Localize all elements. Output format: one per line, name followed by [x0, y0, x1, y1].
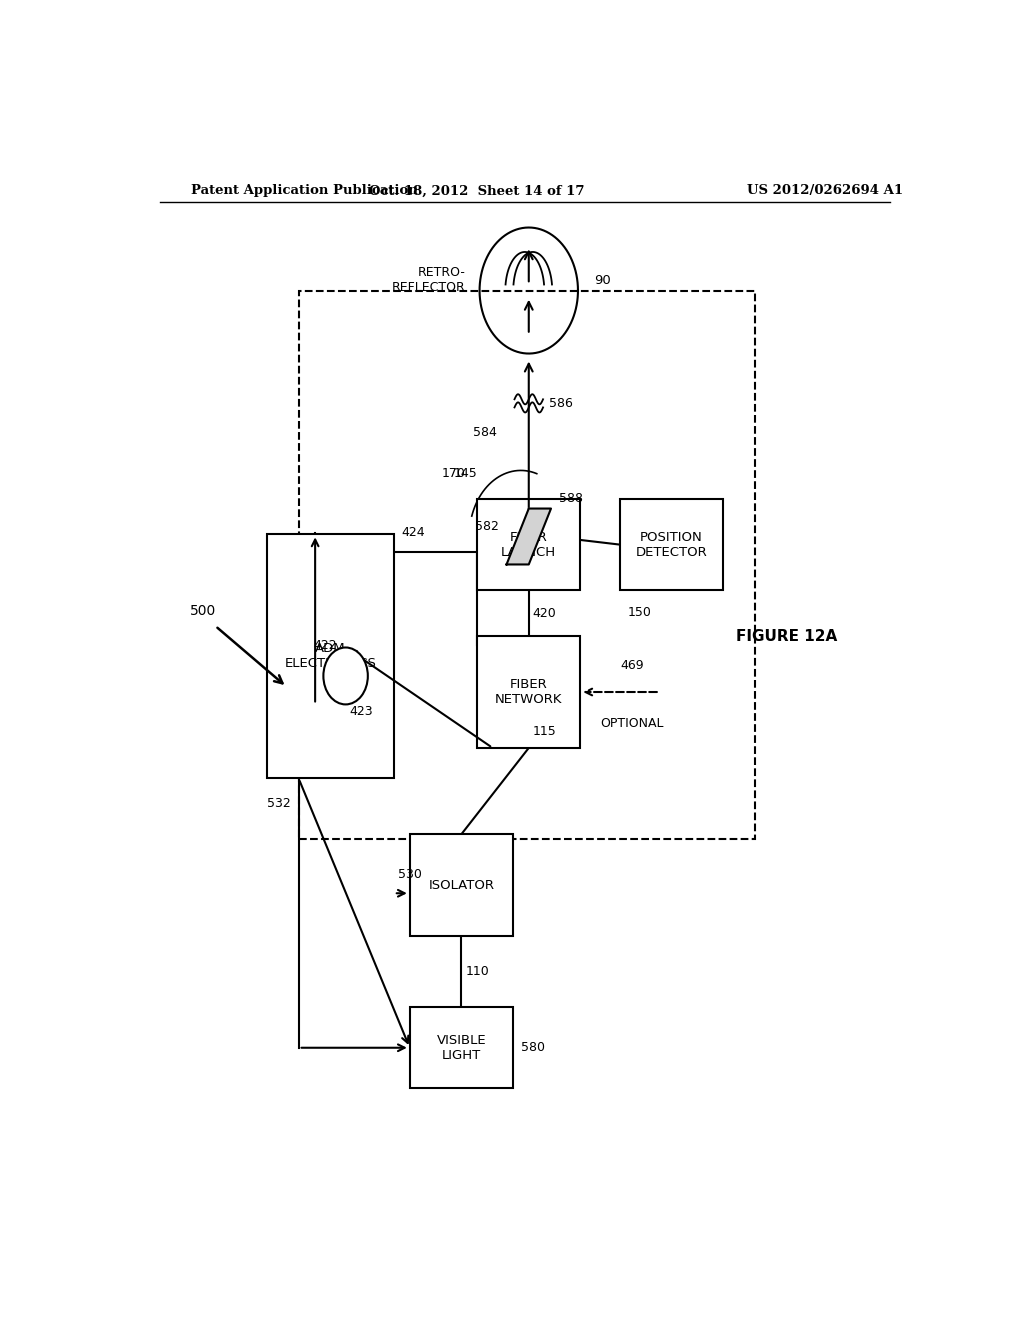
Text: 420: 420 — [532, 607, 556, 619]
Text: FIGURE 12A: FIGURE 12A — [736, 628, 838, 644]
Text: 586: 586 — [549, 397, 572, 409]
Circle shape — [324, 648, 368, 705]
Bar — [410, 1007, 513, 1089]
Text: 90: 90 — [594, 273, 610, 286]
Text: OPTIONAL: OPTIONAL — [600, 718, 664, 730]
Text: 584: 584 — [473, 426, 497, 438]
Polygon shape — [507, 508, 551, 565]
Text: Patent Application Publication: Patent Application Publication — [191, 185, 418, 198]
Bar — [477, 499, 581, 590]
Text: RETRO-
REFLECTOR: RETRO- REFLECTOR — [391, 267, 465, 294]
Text: POSITION
DETECTOR: POSITION DETECTOR — [636, 531, 708, 558]
Text: 170: 170 — [441, 467, 465, 480]
Text: 580: 580 — [521, 1041, 545, 1055]
Text: 424: 424 — [401, 527, 425, 540]
Text: 422: 422 — [314, 639, 338, 652]
Bar — [267, 535, 394, 779]
Text: FIBER
LAUNCH: FIBER LAUNCH — [501, 531, 556, 558]
Text: 145: 145 — [454, 467, 477, 480]
Text: US 2012/0262694 A1: US 2012/0262694 A1 — [748, 185, 903, 198]
Text: ADM
ELECTRONICS: ADM ELECTRONICS — [285, 643, 376, 671]
Text: ISOLATOR: ISOLATOR — [428, 879, 495, 891]
Text: 532: 532 — [267, 797, 291, 810]
Text: 110: 110 — [465, 965, 489, 978]
Text: 582: 582 — [475, 520, 499, 533]
Text: VISIBLE
LIGHT: VISIBLE LIGHT — [436, 1034, 486, 1061]
Bar — [477, 636, 581, 748]
Text: 588: 588 — [559, 492, 583, 504]
Bar — [620, 499, 723, 590]
Text: 500: 500 — [190, 603, 216, 618]
Text: FIBER
NETWORK: FIBER NETWORK — [495, 678, 562, 706]
Text: 530: 530 — [397, 869, 422, 880]
Text: 115: 115 — [532, 725, 556, 738]
Bar — [410, 834, 513, 936]
Text: 423: 423 — [349, 705, 373, 718]
Text: Oct. 18, 2012  Sheet 14 of 17: Oct. 18, 2012 Sheet 14 of 17 — [370, 185, 585, 198]
Text: 150: 150 — [628, 606, 652, 619]
Text: 469: 469 — [621, 659, 644, 672]
Bar — [299, 290, 755, 840]
